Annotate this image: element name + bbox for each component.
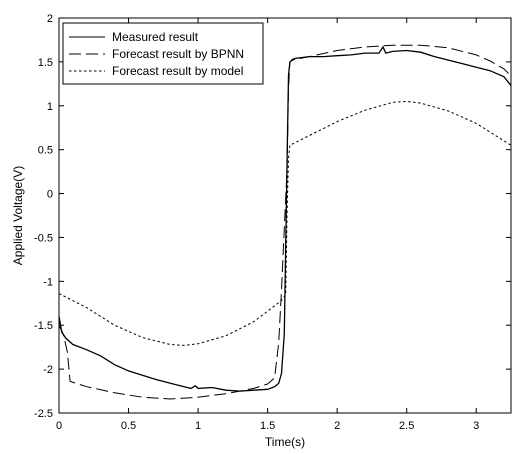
axes-frame [58, 17, 512, 414]
y-tick-label: -2 [43, 364, 53, 376]
series-line-1 [58, 45, 512, 392]
y-tick-label: 0.5 [38, 145, 53, 157]
y-tick-label: -1.5 [34, 320, 53, 332]
y-tick-label: 1.5 [38, 57, 53, 69]
y-tick-label: 0 [47, 189, 53, 201]
y-tick-label: 2 [47, 13, 53, 25]
x-tick-label: 2 [334, 420, 340, 432]
plot-series-group [58, 44, 512, 400]
y-tick-label: 1 [47, 101, 53, 113]
y-tick-label: -0.5 [34, 232, 53, 244]
y-axis-title: Applied Voltage(V) [11, 166, 25, 265]
x-axis-ticks: 0 0.5 1 1.5 2 2.5 3 [56, 18, 479, 432]
series-line-3 [58, 100, 512, 346]
x-tick-label: 0.5 [121, 420, 136, 432]
x-tick-label: 1 [195, 420, 201, 432]
y-tick-label: -2.5 [34, 408, 53, 420]
legend-label-2: Forecast result by BPNN [112, 47, 244, 61]
x-tick-label: 2.5 [399, 420, 414, 432]
legend-label-1: Measured result [112, 30, 199, 44]
x-tick-label: 1.5 [260, 420, 275, 432]
x-tick-label: 3 [473, 420, 479, 432]
series-line-2 [58, 44, 512, 400]
x-tick-label: 0 [56, 420, 62, 432]
y-tick-label: -1 [43, 276, 53, 288]
legend-label-3: Forecast result by model [112, 64, 243, 78]
legend: Measured result Forecast result by BPNN Fo… [62, 22, 264, 85]
y-axis-ticks: -2.5 -2 -1.5 -1 -0.5 0 0.5 1 1.5 2 [34, 13, 511, 420]
x-axis-title: Time(s) [265, 435, 305, 449]
